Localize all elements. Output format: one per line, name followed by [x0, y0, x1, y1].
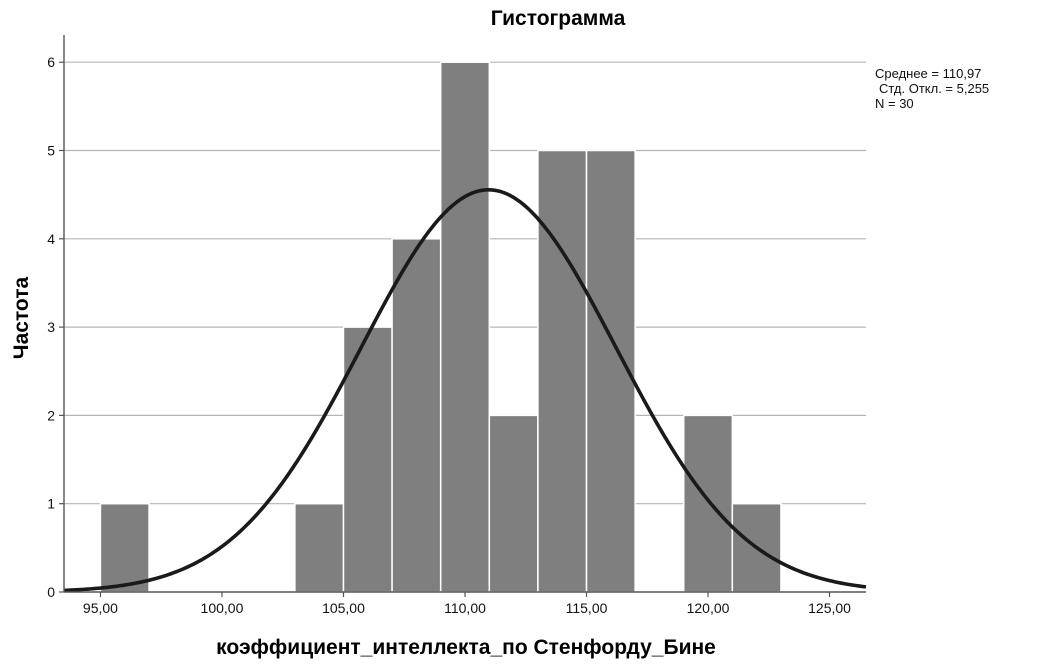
stats-mean: Среднее = 110,97: [875, 66, 981, 81]
y-tick-label-5: 5: [47, 143, 55, 159]
y-tick-label-3: 3: [47, 319, 55, 335]
stats-legend: Среднее = 110,97 Стд. Откл. = 5,255 N = …: [875, 66, 989, 111]
normal-curve: [63, 187, 867, 593]
bar-107-109: [391, 238, 442, 593]
y-axis-title: Частота: [10, 276, 33, 359]
x-tick-label-100: 100,00: [201, 600, 244, 616]
bar-103-105: [294, 502, 345, 593]
x-tick-label-125: 125,00: [808, 600, 851, 616]
x-tick-labels: 95,00 100,00 105,00 110,00 115,00 120,00 125,0…: [83, 592, 851, 616]
stats-n: N = 30: [875, 96, 914, 111]
y-tick-label-4: 4: [47, 231, 55, 247]
bar-119-121: [682, 414, 734, 593]
y-tick-label-2: 2: [47, 407, 55, 423]
x-tick-label-120: 120,00: [687, 600, 730, 616]
bar-113-115: [537, 149, 588, 593]
y-tick-label-0: 0: [47, 584, 55, 600]
bar-109-111: [439, 61, 491, 593]
x-axis-title: коэффициент_интеллекта_по Стенфорду_Бине: [216, 636, 716, 659]
bar-95-97: [99, 502, 150, 593]
normal-curve-layer: [63, 187, 867, 593]
bar-111-113: [488, 414, 539, 593]
chart-title: Гистограмма: [491, 7, 626, 30]
x-tick-label-115: 115,00: [566, 600, 608, 616]
y-tick-label-1: 1: [47, 496, 55, 512]
x-tick-label-105: 105,00: [322, 600, 365, 616]
x-tick-label-95: 95,00: [83, 600, 118, 616]
y-tick-label-6: 6: [47, 54, 55, 70]
x-tick-label-110: 110,00: [444, 600, 486, 616]
stats-sd: Стд. Откл. = 5,255: [879, 81, 989, 96]
y-tick-labels: 0 1 2 3 4 5 6: [47, 54, 64, 600]
